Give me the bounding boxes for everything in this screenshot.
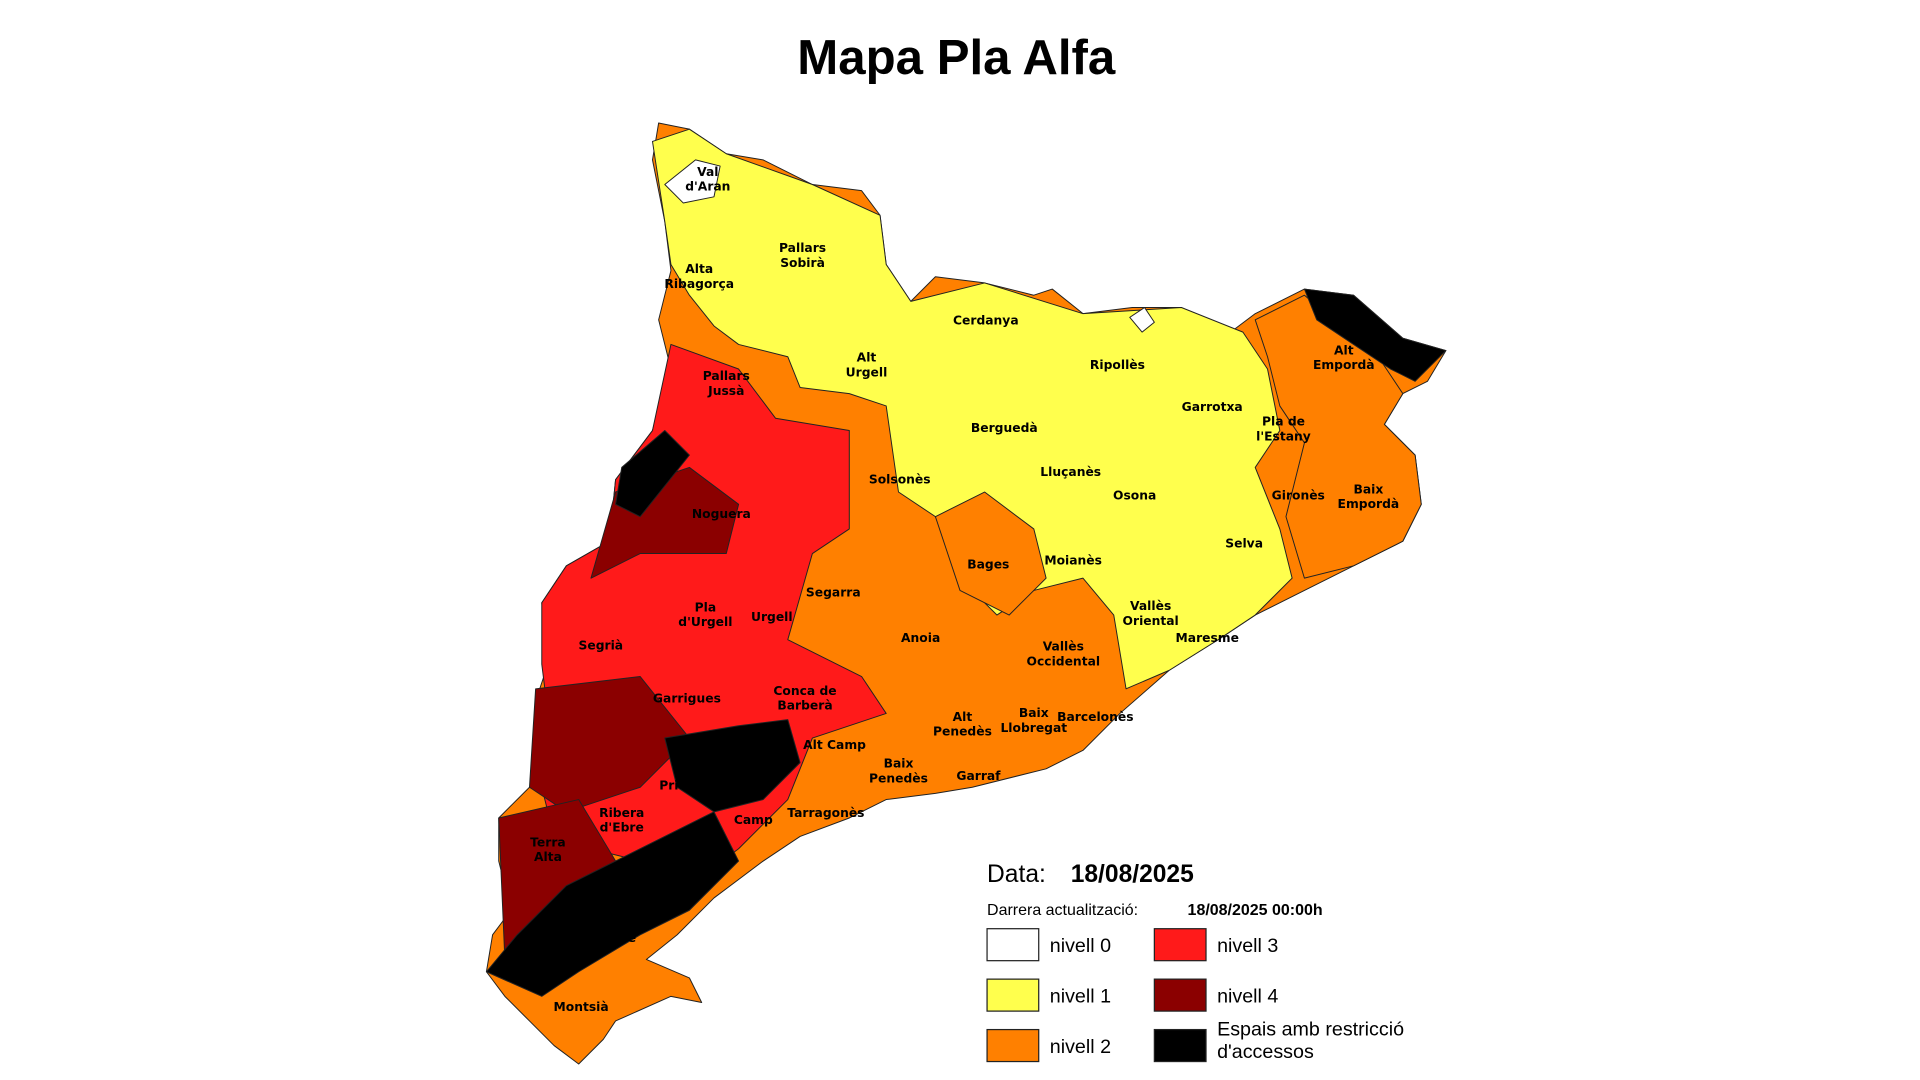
region-label: Noguera (692, 507, 751, 521)
region-label: Selva (1225, 536, 1263, 550)
region-label: Oriental (1123, 614, 1179, 628)
update-label: Darrera actualització: (987, 902, 1138, 919)
legend-swatch (986, 928, 1040, 962)
legend-label: nivell 1 (1050, 986, 1111, 1008)
region-label: Ribera (599, 806, 644, 820)
region-label: d'Urgell (678, 615, 732, 629)
region-label: Vallès (1130, 599, 1171, 613)
region-label: Alta (685, 262, 713, 276)
region-label: Garrotxa (1182, 400, 1243, 414)
map-shapes (485, 122, 1447, 1065)
region-label: Segarra (806, 586, 861, 600)
region-label: Alt (1334, 343, 1354, 357)
region-label: Urgell (846, 365, 888, 379)
legend-label: Espais amb restricció (1217, 1019, 1404, 1041)
map-title: Mapa Pla Alfa (797, 30, 1116, 85)
region-label: Montsià (554, 1000, 609, 1014)
region-label: Solsonès (869, 472, 931, 486)
legend-swatch (1153, 1028, 1207, 1063)
region-label: Baix (1353, 482, 1383, 496)
region-label: Val (697, 165, 718, 179)
region-label: Priorat (659, 779, 707, 793)
region-label: Pallars (703, 369, 750, 383)
region-label: Osona (1113, 488, 1156, 502)
zone-level-0-aran (664, 159, 721, 204)
region-label: Baix (1019, 706, 1049, 720)
region-label: Empordà (1338, 497, 1400, 511)
region-label: Ribagorça (664, 277, 734, 291)
region-label: Alt Camp (803, 738, 866, 752)
legend: nivell 0 nivell 1 nivell 2 nivell 3 nivell 4… (986, 928, 1404, 1063)
region-label: Conca de (773, 684, 836, 698)
region-label: Urgell (751, 610, 793, 624)
region-label: Jussà (707, 384, 744, 398)
region-label: Garraf (956, 769, 1001, 783)
region-label: Maresme (1176, 631, 1239, 645)
region-label: Segrià (579, 638, 624, 652)
region-label: l'Estany (1256, 429, 1311, 443)
region-label: d'Aran (685, 180, 730, 194)
region-label: d'Ebre (600, 821, 644, 835)
zone-level-4-garrigues (528, 676, 690, 813)
legend-label: nivell 3 (1217, 935, 1278, 957)
update-value: 18/08/2025 00:00h (1188, 902, 1323, 919)
zone-restricted-emporda (1303, 288, 1447, 382)
region-label: Camp (734, 813, 773, 827)
legend-swatch (986, 978, 1040, 1012)
region-label: Alta (534, 850, 562, 864)
region-label: Barcelonès (1057, 710, 1133, 724)
region-label: Penedès (869, 771, 928, 785)
region-label: Pla de (1262, 415, 1305, 429)
region-label: Anoia (901, 631, 940, 645)
region-label: Ripollès (1090, 358, 1145, 372)
region-label: Alt (857, 351, 877, 365)
legend-swatch (986, 1028, 1040, 1063)
legend-label: nivell 0 (1050, 935, 1111, 957)
legend-label: nivell 2 (1050, 1036, 1111, 1058)
region-label: Sobirà (780, 256, 825, 270)
region-label: Garrigues (653, 691, 721, 705)
zone-level-0-ripolles (1129, 307, 1155, 333)
zone-restricted-ebre (485, 811, 740, 997)
legend-label: d'accessos (1217, 1041, 1314, 1063)
region-label: Pla (695, 600, 717, 614)
zone-restricted-west (615, 430, 690, 518)
region-label: Pallars (779, 241, 826, 255)
region-label: Berguedà (971, 421, 1038, 435)
legend-swatch (1153, 978, 1207, 1012)
zone-level-2-center (934, 491, 1047, 616)
zone-restricted-priorat (664, 719, 801, 813)
region-label: Cerdanya (953, 314, 1019, 328)
region-label: Lluçanès (1040, 465, 1101, 479)
date-value: 18/08/2025 (1071, 861, 1194, 888)
region-label: Empordà (1313, 358, 1375, 372)
region-label: Llobregat (1000, 721, 1067, 735)
region-label: Baix Ebre (570, 931, 636, 945)
legend-swatch (1153, 928, 1207, 962)
region-label: Gironès (1272, 488, 1325, 502)
region-labels: Vald'AranPallarsSobiràAltaRibagorçaCerda… (530, 165, 1399, 1014)
date-label: Data: (987, 861, 1046, 888)
region-label: Occidental (1027, 654, 1101, 668)
region-label: Penedès (933, 725, 992, 739)
zone-level-2-east (1254, 294, 1422, 579)
region-label: Vallès (1043, 640, 1084, 654)
legend-label: nivell 4 (1217, 986, 1278, 1008)
region-label: Baix (884, 757, 914, 771)
zone-level-1 (651, 128, 1293, 690)
region-label: Moianès (1044, 554, 1102, 568)
region-label: Tarragonès (787, 806, 864, 820)
region-label: Bages (967, 557, 1009, 571)
region-label: Terra (530, 835, 566, 849)
region-label: Barberà (777, 699, 832, 713)
region-label: Alt (953, 710, 973, 724)
